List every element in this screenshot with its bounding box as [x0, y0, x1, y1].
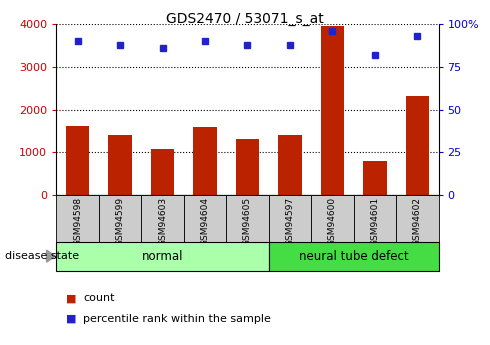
Bar	[226, 195, 269, 242]
Bar	[56, 195, 99, 242]
Text: GSM94598: GSM94598	[73, 197, 82, 246]
Text: GSM94605: GSM94605	[243, 197, 252, 246]
Text: normal: normal	[142, 250, 183, 263]
Text: GSM94602: GSM94602	[413, 197, 422, 246]
Text: GSM94604: GSM94604	[200, 197, 210, 246]
Bar	[141, 195, 184, 242]
Text: ■: ■	[66, 294, 76, 303]
Text: neural tube defect: neural tube defect	[299, 250, 409, 263]
Text: disease state: disease state	[5, 251, 79, 261]
Text: count: count	[83, 294, 115, 303]
Bar	[56, 241, 269, 271]
Bar	[396, 195, 439, 242]
Text: GDS2470 / 53071_s_at: GDS2470 / 53071_s_at	[166, 12, 324, 26]
Bar	[236, 139, 259, 195]
Bar	[151, 149, 174, 195]
Bar	[66, 126, 89, 195]
Text: percentile rank within the sample: percentile rank within the sample	[83, 314, 271, 324]
Text: GSM94600: GSM94600	[328, 197, 337, 246]
Bar	[363, 161, 387, 195]
Bar	[320, 26, 344, 195]
Bar	[278, 135, 301, 195]
Bar	[406, 96, 429, 195]
Text: GSM94603: GSM94603	[158, 197, 167, 246]
Bar	[184, 195, 226, 242]
Text: GSM94599: GSM94599	[116, 197, 124, 246]
Bar	[269, 241, 439, 271]
Bar	[108, 135, 132, 195]
Text: GSM94597: GSM94597	[285, 197, 294, 246]
Bar	[311, 195, 354, 242]
Text: ■: ■	[66, 314, 76, 324]
Text: GSM94601: GSM94601	[370, 197, 379, 246]
Bar	[354, 195, 396, 242]
Bar	[193, 127, 217, 195]
Bar	[269, 195, 311, 242]
Bar	[99, 195, 141, 242]
